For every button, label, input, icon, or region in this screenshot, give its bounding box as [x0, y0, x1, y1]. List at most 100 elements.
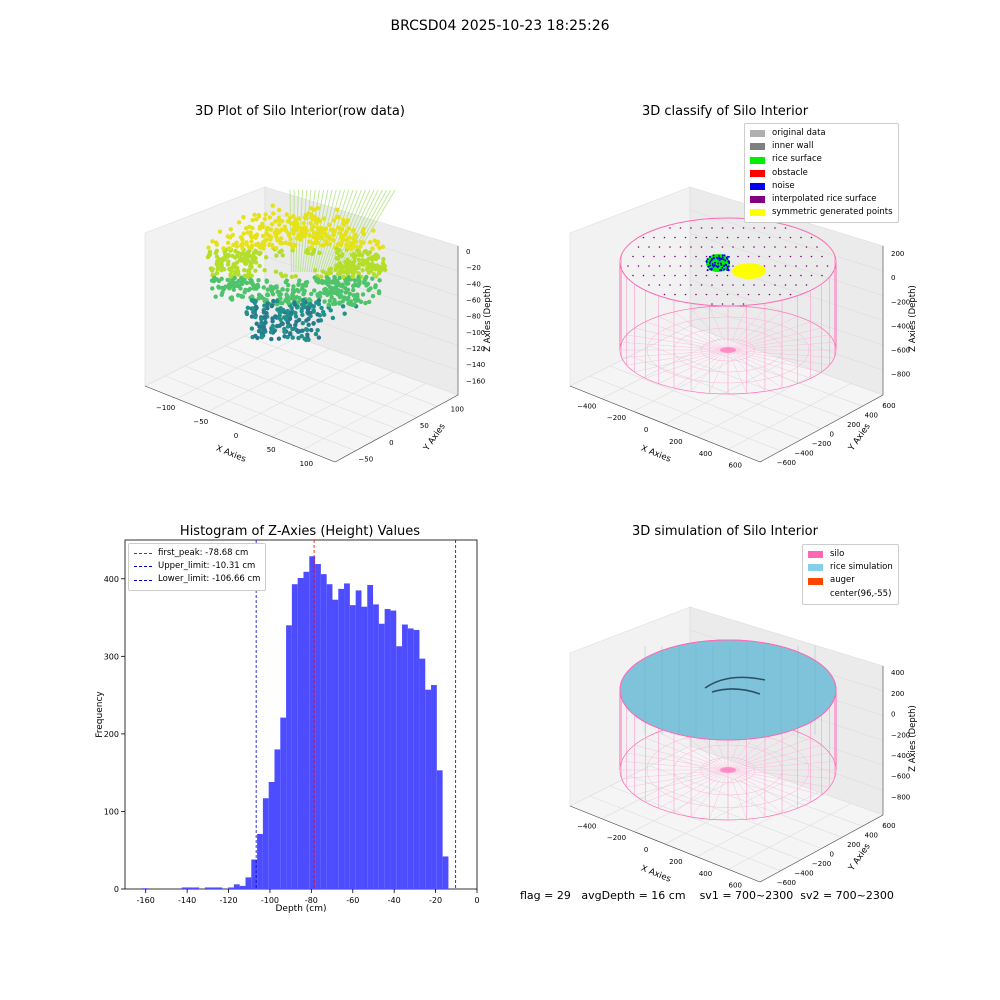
- classify-x-tick-label: 600: [729, 462, 742, 470]
- raw-point: [249, 235, 255, 240]
- raw-point: [282, 224, 288, 229]
- histogram-x-label: Depth (cm): [275, 904, 326, 914]
- legend-label: rice simulation: [830, 562, 893, 573]
- raw-x-tick-label: 0: [234, 432, 238, 440]
- interpolated-point: [690, 246, 692, 248]
- interpolated-point: [758, 293, 760, 296]
- raw-point: [377, 245, 382, 251]
- interpolated-point: [779, 274, 781, 277]
- raw-z-tick-label: −120: [466, 345, 485, 353]
- raw-point: [245, 230, 251, 235]
- raw-point: [275, 307, 280, 312]
- raw-point: [292, 326, 297, 331]
- noise-point: [719, 257, 722, 260]
- interpolated-point: [690, 284, 692, 286]
- interpolated-point: [711, 284, 713, 286]
- raw-point: [358, 299, 364, 305]
- raw-point: [290, 287, 296, 292]
- raw-point: [253, 268, 258, 273]
- noise-point: [723, 268, 726, 271]
- raw-point: [293, 225, 298, 230]
- raw-point: [229, 265, 235, 271]
- raw-point: [300, 312, 305, 318]
- rice-surface-depression: [704, 676, 766, 695]
- interpolated-point: [763, 265, 766, 267]
- legend-item: symmetric generated points: [750, 206, 893, 219]
- classify-x-tick-label: 400: [699, 450, 712, 458]
- legend-label: Upper_limit: -10.31 cm: [158, 561, 256, 572]
- interpolated-point: [695, 236, 697, 239]
- raw-point: [256, 213, 262, 218]
- raw-point: [356, 252, 362, 258]
- interpolated-point: [632, 274, 634, 277]
- interpolated-point: [705, 274, 708, 277]
- raw-point: [317, 290, 323, 296]
- raw-point: [360, 292, 366, 297]
- raw-point: [244, 280, 250, 286]
- raw-point: [302, 288, 307, 294]
- interpolated-point: [784, 246, 787, 248]
- interpolated-point: [810, 236, 813, 239]
- histogram-bar: [297, 578, 304, 889]
- raw-point: [285, 308, 290, 314]
- interpolated-point: [674, 293, 676, 296]
- histogram-title: Histogram of Z-Axies (Height) Values: [179, 524, 421, 539]
- raw-point: [324, 287, 329, 293]
- raw-point: [367, 240, 373, 245]
- histogram-legend: first_peak: -78.68 cm Upper_limit: -10.31…: [128, 543, 267, 591]
- interpolated-point: [721, 303, 724, 305]
- raw-point: [289, 296, 294, 301]
- raw-point: [360, 268, 365, 273]
- histogram-bar: [315, 564, 321, 889]
- raw-point: [312, 268, 318, 273]
- raw-point: [259, 316, 264, 322]
- legend-line-swatch: [134, 579, 152, 581]
- raw-point: [332, 228, 337, 233]
- classify-x-tick-label: −400: [577, 402, 596, 410]
- raw-point: [212, 275, 217, 281]
- histogram-bar: [280, 717, 287, 889]
- simulation-y-tick-label: 200: [847, 841, 860, 849]
- simulation-x-axis: [569, 805, 761, 883]
- raw-point: [270, 319, 275, 324]
- interpolated-point: [700, 227, 703, 229]
- interpolated-point: [774, 265, 776, 267]
- raw-x-tick-label: 100: [300, 460, 313, 468]
- raw-scan-line: [289, 189, 292, 273]
- raw-point: [302, 231, 308, 236]
- raw-point: [377, 278, 382, 283]
- raw-point: [215, 266, 220, 272]
- raw-point: [249, 265, 254, 270]
- raw-point: [228, 272, 233, 277]
- interpolated-point: [663, 293, 666, 296]
- raw-point: [366, 299, 372, 305]
- histogram-bar: [233, 884, 240, 889]
- classify-grid-line: [689, 209, 884, 272]
- interpolated-point: [642, 236, 645, 239]
- raw-point: [330, 286, 335, 291]
- interpolated-point: [737, 236, 739, 239]
- raw-point: [216, 278, 222, 284]
- raw-point: [356, 274, 361, 280]
- raw-point: [234, 253, 240, 259]
- raw-point: [355, 292, 360, 297]
- raw-point: [298, 237, 303, 242]
- raw-point: [348, 241, 353, 246]
- raw-point: [341, 222, 347, 228]
- histogram-bar: [407, 628, 414, 889]
- interpolated-point: [716, 274, 718, 277]
- raw-point: [206, 252, 212, 258]
- raw-point: [345, 257, 350, 263]
- interpolated-point: [642, 255, 645, 258]
- raw-point: [343, 269, 348, 275]
- legend-swatch: [750, 156, 765, 164]
- raw-point: [290, 335, 295, 340]
- raw-point: [327, 242, 333, 247]
- interpolated-point: [810, 274, 813, 277]
- raw-point: [381, 267, 387, 272]
- raw-point: [345, 218, 351, 223]
- raw-point: [303, 283, 309, 288]
- interpolated-point: [679, 227, 682, 229]
- raw-point: [280, 287, 285, 292]
- histogram-bar: [332, 599, 339, 889]
